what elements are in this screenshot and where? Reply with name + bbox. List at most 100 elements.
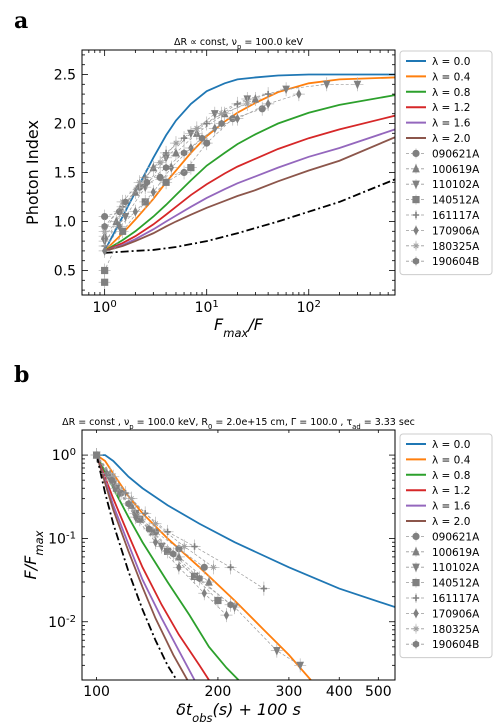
observation-group-140512A xyxy=(98,160,197,290)
legend-label: λ = 2.0 xyxy=(432,133,470,145)
x-axis-label: Fmax/F xyxy=(214,315,264,340)
observation-point xyxy=(258,105,266,113)
observation-point xyxy=(176,562,182,573)
observation-point xyxy=(227,564,234,571)
legend-label: 180325A xyxy=(432,624,480,636)
y-tick-label: 10-2 xyxy=(48,613,76,631)
observation-point xyxy=(198,134,206,142)
observation-point xyxy=(196,574,203,583)
observation-point xyxy=(175,551,183,561)
y-tick-label: 1.5 xyxy=(54,166,76,182)
observation-point xyxy=(322,80,331,90)
legend-label: 170906A xyxy=(432,225,480,237)
observation-point xyxy=(110,473,117,480)
observation-point xyxy=(296,89,302,99)
observation-point xyxy=(141,198,149,206)
observation-group-100619A xyxy=(90,448,215,589)
axes-frame xyxy=(81,49,396,296)
series-line-3 xyxy=(104,114,395,252)
observation-point xyxy=(181,543,188,550)
legend-marker xyxy=(412,594,420,602)
y-axis-label: F/Fmax xyxy=(21,530,46,579)
observation-point xyxy=(132,206,139,217)
observation-group-170906A xyxy=(98,87,305,258)
legend-label: λ = 0.4 xyxy=(432,454,471,466)
chart-title: ΔR = const , νp = 100.0 keV, R0 = 2.0e+1… xyxy=(62,417,415,431)
observation-point xyxy=(143,178,151,186)
series-line-0 xyxy=(96,454,395,608)
observation-point xyxy=(101,266,109,275)
plot-area xyxy=(98,73,395,290)
observation-line-3 xyxy=(104,167,192,283)
observation-point xyxy=(180,149,188,157)
series-line-2 xyxy=(95,454,240,680)
legend-marker xyxy=(413,608,419,619)
legend-marker xyxy=(413,225,419,236)
legend-label: λ = 0.4 xyxy=(432,71,471,83)
legend-marker xyxy=(412,546,420,556)
legend-label: λ = 1.2 xyxy=(432,485,470,497)
observation-point xyxy=(145,525,153,533)
observation-point xyxy=(353,80,362,90)
observation-point xyxy=(149,162,158,172)
observation-point xyxy=(210,110,219,119)
legend: λ = 0.0 λ = 0.4 λ = 0.8 λ = 1.2 λ = 1.6 λ = 2… xyxy=(399,433,493,659)
legend-marker xyxy=(412,257,420,265)
y-tick-label: 2.5 xyxy=(54,68,76,84)
observation-point xyxy=(172,147,180,157)
observation-line-2 xyxy=(96,454,301,666)
legend-marker xyxy=(412,579,420,587)
observation-point xyxy=(193,125,201,132)
observation-point xyxy=(142,174,149,181)
observation-point xyxy=(101,213,109,221)
series-line-4 xyxy=(95,454,196,680)
observation-point xyxy=(234,113,241,124)
observation-point xyxy=(121,212,130,222)
observation-point xyxy=(164,528,171,536)
observation-point xyxy=(101,278,109,286)
observation-point xyxy=(132,512,139,522)
legend-marker xyxy=(412,195,420,204)
observation-point xyxy=(191,543,198,550)
observation-point xyxy=(172,139,180,147)
observation-point xyxy=(125,500,132,508)
series-line-4 xyxy=(104,128,395,252)
series-line-2 xyxy=(104,94,395,252)
legend-label: λ = 1.6 xyxy=(432,118,471,130)
x-tick-label: 102 xyxy=(297,299,321,317)
legend-label: 140512A xyxy=(432,195,480,207)
y-tick-label: 1.0 xyxy=(54,215,76,231)
axes-frame xyxy=(81,429,396,681)
observation-point xyxy=(170,550,177,558)
legend-label: λ = 1.2 xyxy=(432,102,470,114)
observation-point xyxy=(187,163,195,172)
observation-point xyxy=(162,178,170,186)
legend-label: 110102A xyxy=(432,562,480,574)
legend-label: 190604B xyxy=(432,639,479,651)
observation-point xyxy=(128,495,135,502)
observation-point xyxy=(187,129,195,139)
observation-point xyxy=(152,520,159,527)
observation-point xyxy=(136,179,143,186)
observation-point xyxy=(180,168,188,177)
legend-label: λ = 0.0 xyxy=(432,439,470,451)
observation-point xyxy=(116,221,123,232)
legend-label: 140512A xyxy=(432,578,480,590)
observation-line-4 xyxy=(104,93,269,247)
legend-label: λ = 0.8 xyxy=(432,470,470,482)
legend-label: 180325A xyxy=(432,241,480,253)
y-tick-label: 100 xyxy=(52,447,76,465)
legend-marker xyxy=(412,163,420,173)
legend-marker xyxy=(412,625,420,632)
observation-point xyxy=(201,588,207,599)
x-tick-label: 100 xyxy=(83,684,110,700)
legend-label: λ = 2.0 xyxy=(432,516,470,528)
x-tick-label: 100 xyxy=(93,299,117,317)
chart-panel-1: 100 200 300 400 500 100 10-1 10-2 ΔR = const , ν… xyxy=(21,417,493,725)
legend-marker xyxy=(412,149,420,157)
legend-marker xyxy=(412,211,420,219)
chart-panel-0: 100 101 102 0.5 1.0 1.5 2.0 2.5 ΔR ∝ const, νp =… xyxy=(23,37,493,340)
x-axis-label: δtobs(s) + 100 s xyxy=(176,700,301,725)
legend-marker xyxy=(412,180,420,190)
observation-point xyxy=(218,119,225,128)
